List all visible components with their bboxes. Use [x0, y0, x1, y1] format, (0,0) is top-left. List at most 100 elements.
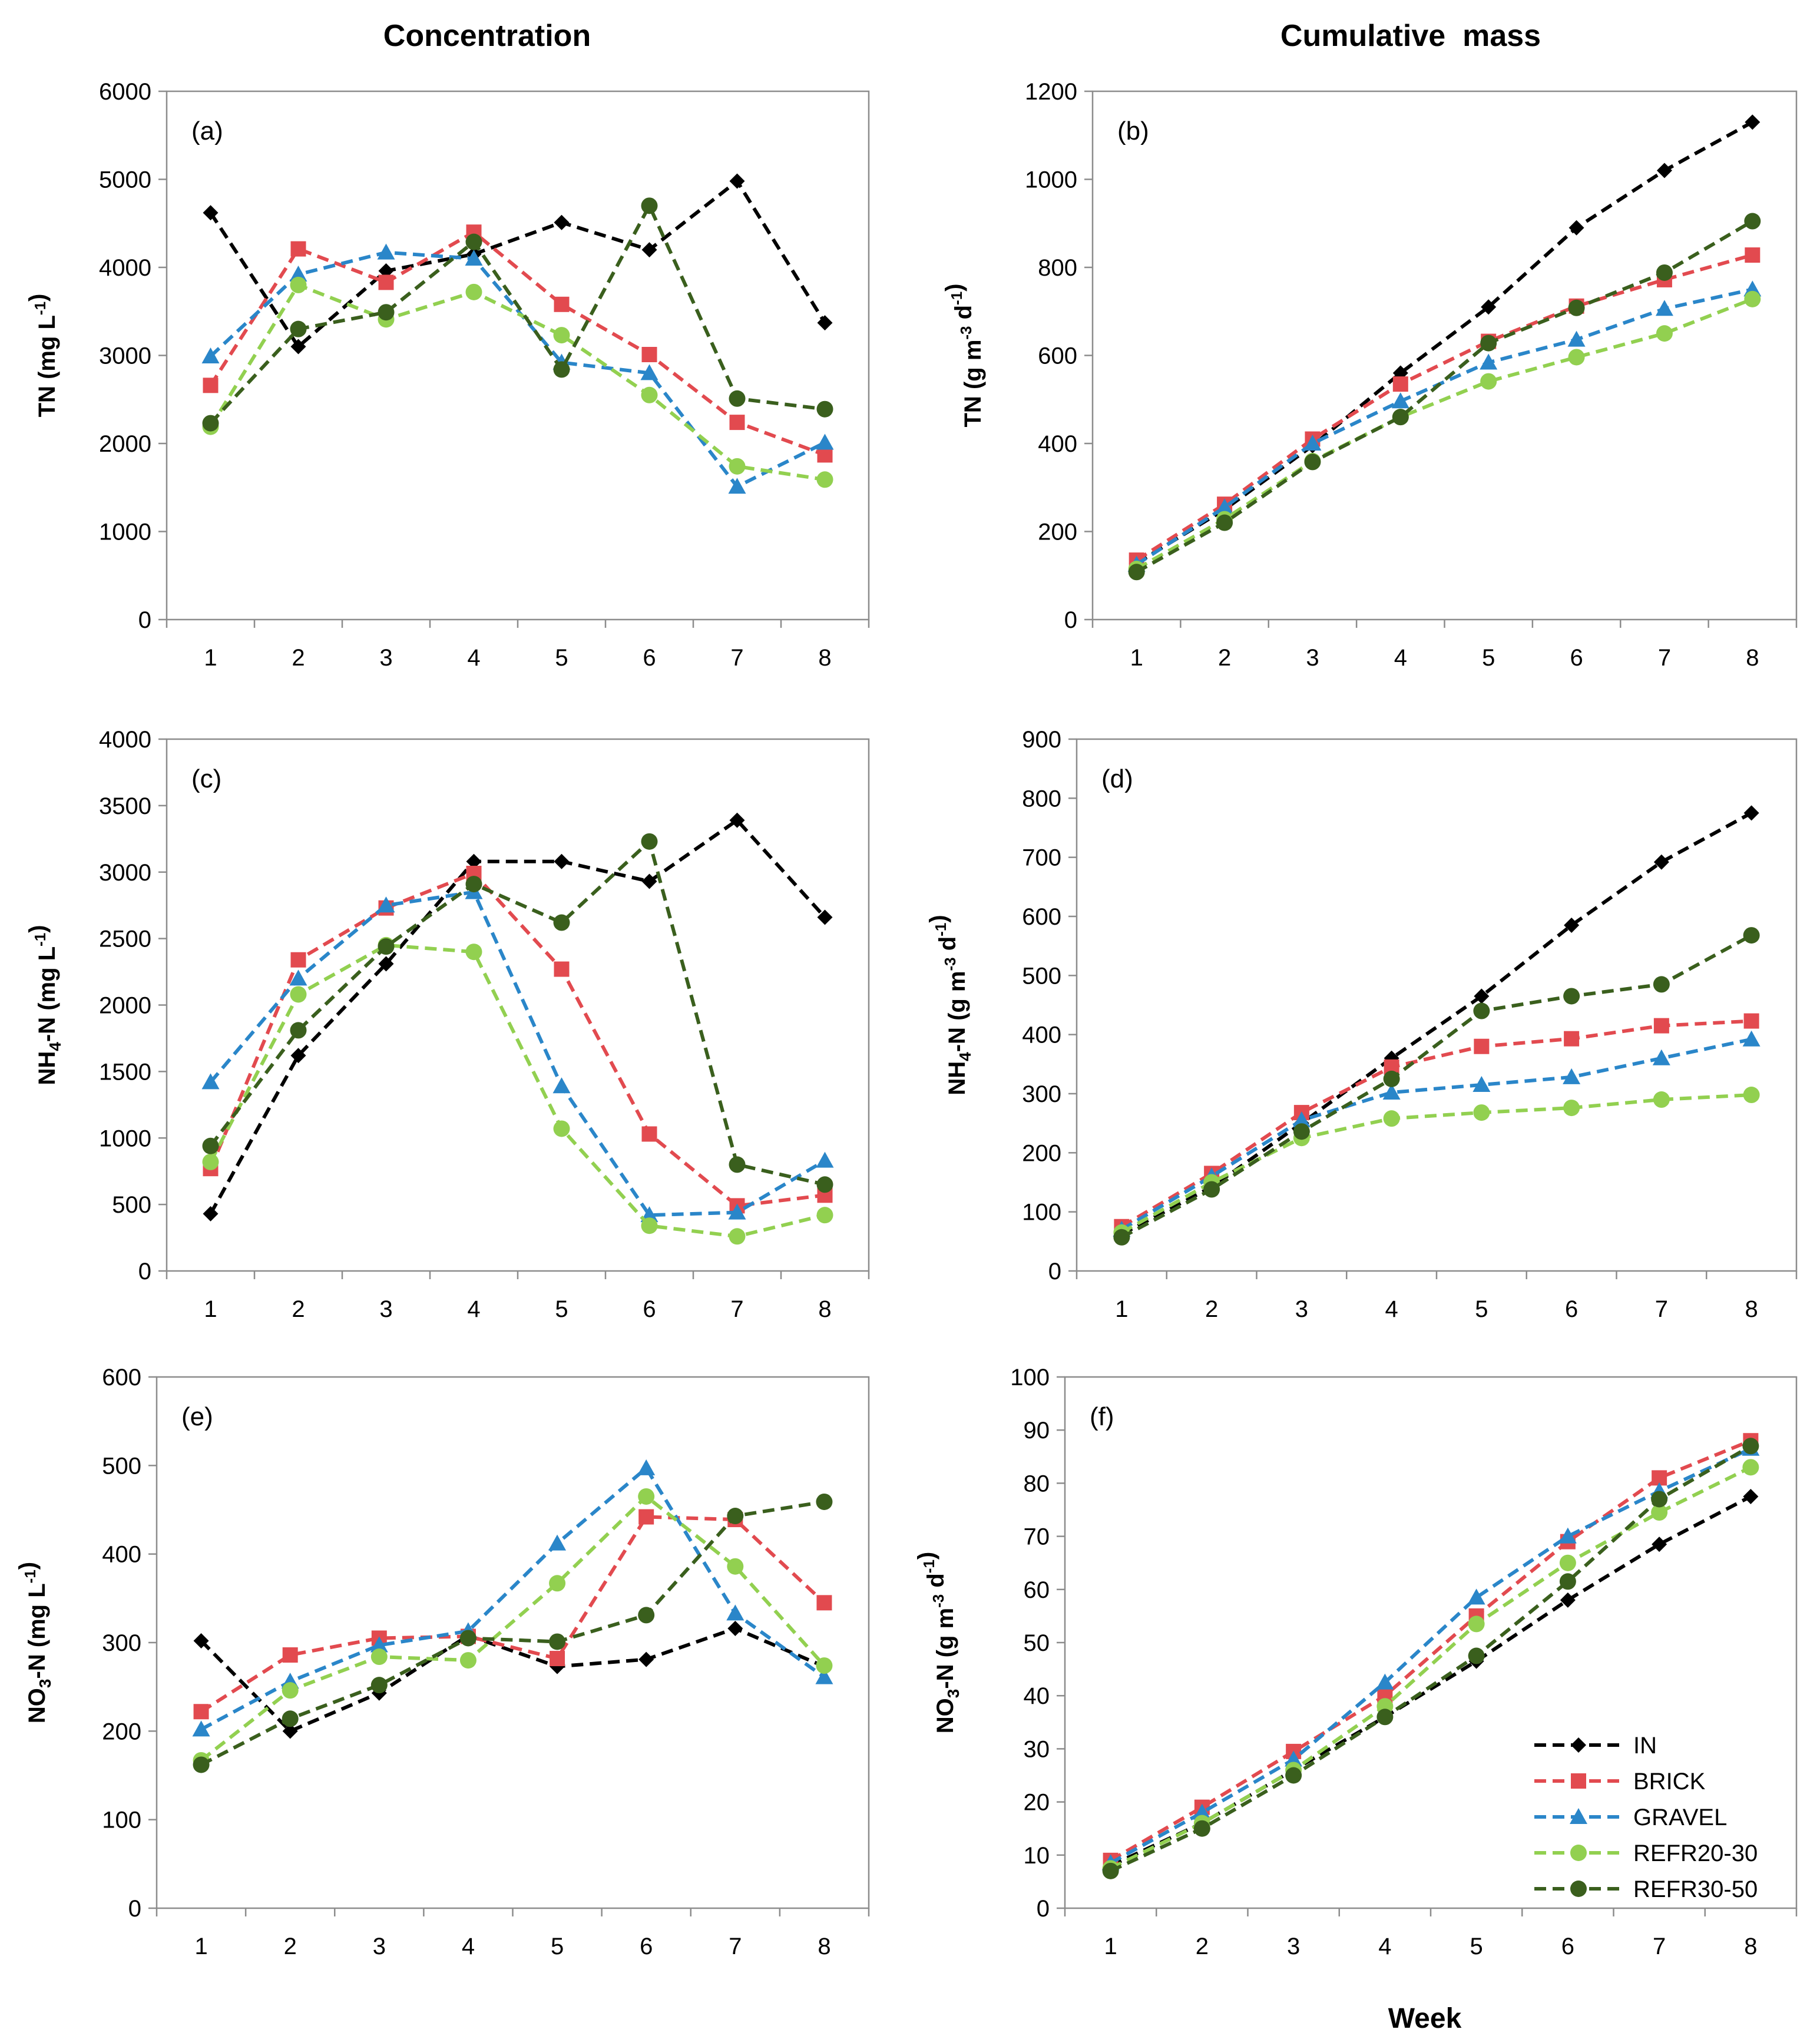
- panel-a-x-tick-label: 4: [467, 645, 480, 671]
- panel-a-y-tick-label: 6000: [99, 79, 151, 105]
- panel-f-point-in: [1743, 1488, 1759, 1504]
- panel-d-point-brick: [1564, 1031, 1580, 1047]
- panel-b-point-brick: [1392, 376, 1408, 392]
- panel-d-point-refr30-50: [1743, 927, 1760, 944]
- panel-b-line-refr30-50: [1136, 219, 1753, 574]
- legend-label-in: IN: [1633, 1733, 1657, 1759]
- panel-b-y-tick-label: 400: [1038, 431, 1077, 457]
- panel-a-x-tick-label: 6: [643, 645, 656, 671]
- panel-e-x-tick-label: 5: [551, 1934, 564, 1959]
- panel-e-point-refr30-50: [816, 1493, 833, 1510]
- panel-d-point-refr30-50: [1473, 1002, 1490, 1019]
- panel-a-point-in: [729, 173, 745, 189]
- panel-a-y-tick-label: 5000: [99, 167, 151, 193]
- panel-c-point-in: [641, 873, 657, 889]
- panel-e-point-brick: [638, 1509, 654, 1525]
- panel-d-x-tick-label: 5: [1475, 1296, 1488, 1322]
- panel-b-y-tick-label: 800: [1038, 255, 1077, 281]
- panel-b-point-refr30-50: [1744, 213, 1761, 230]
- panel-a-point-refr30-50: [290, 320, 307, 337]
- panel-a-x-tick-label: 1: [204, 645, 217, 671]
- panel-b-point-refr30-50: [1568, 299, 1585, 316]
- panel-c-line-brick: [209, 871, 825, 1208]
- legend-label-brick: BRICK: [1633, 1769, 1706, 1795]
- panel-c-y-tick-label: 2000: [99, 993, 151, 1019]
- panel-c-line-gravel: [209, 890, 826, 1217]
- panel-d-point-gravel: [1292, 1111, 1311, 1128]
- panel-b-y-tick-label: 0: [1064, 607, 1077, 633]
- panel-f-point-refr20-30: [1559, 1554, 1576, 1571]
- panel-e-point-refr30-50: [370, 1677, 388, 1694]
- panel-c-y-tick-label: 3500: [99, 793, 151, 819]
- panel-c-line-refr30-50: [209, 838, 826, 1187]
- panel-e-point-refr20-30: [459, 1652, 476, 1669]
- panel-d-point-in: [1743, 805, 1759, 821]
- panel-f-y-tick-label: 20: [1024, 1790, 1050, 1816]
- panel-e-point-refr20-30: [282, 1682, 299, 1699]
- panel-a-y-tick-label: 1000: [99, 519, 151, 545]
- panel-e-point-refr20-30: [638, 1488, 655, 1505]
- panel-c-y-tick-label: 3000: [99, 860, 151, 886]
- panel-a-point-in: [290, 339, 306, 355]
- panel-f-y-tick-label: 90: [1024, 1418, 1050, 1444]
- legend-label-refr20-30: REFR20-30: [1633, 1840, 1758, 1866]
- panel-d-point-refr20-30: [1743, 1087, 1760, 1104]
- panel-c-y-tick-label: 1500: [99, 1059, 151, 1085]
- panel-f-x-tick-label: 8: [1744, 1934, 1757, 1959]
- panel-d-y-tick-label: 500: [1022, 963, 1061, 989]
- panel-e-point-refr30-50: [727, 1508, 744, 1525]
- panel-f-point-in: [1652, 1537, 1667, 1552]
- legend-item-refr30-50: REFR30-50: [1534, 1876, 1758, 1902]
- panel-b-x-tick-label: 1: [1130, 645, 1143, 671]
- panel-d-point-gravel: [1563, 1068, 1581, 1084]
- panel-c-point-gravel: [552, 1077, 571, 1094]
- panel-c-point-in: [466, 853, 482, 869]
- panel-e-point-refr30-50: [282, 1710, 299, 1727]
- panel-b-point-refr30-50: [1128, 564, 1145, 581]
- x-axis-title: Week: [1388, 2003, 1462, 2034]
- panel-a-x-tick-label: 8: [818, 645, 831, 671]
- panel-c-point-gravel: [728, 1203, 746, 1220]
- panel-c-x-tick-label: 7: [730, 1296, 743, 1322]
- panel-a-label: (a): [191, 117, 223, 145]
- panel-a-y-axis-title: TN (mg L-1): [25, 294, 60, 418]
- panel-b-point-gravel: [1216, 498, 1234, 515]
- panel-e-point-in: [638, 1651, 654, 1667]
- panel-c-point-in: [554, 853, 570, 869]
- panel-b-point-refr30-50: [1656, 264, 1673, 281]
- panel-c-point-refr20-30: [816, 1207, 833, 1224]
- panel-b-point-gravel: [1480, 353, 1498, 370]
- legend-item-gravel: GRAVEL: [1534, 1805, 1727, 1830]
- panel-b-x-tick-label: 3: [1306, 645, 1319, 671]
- panel-c-point-refr30-50: [202, 1137, 219, 1154]
- panel-a-point-refr20-30: [729, 458, 746, 475]
- panel-e-x-tick-label: 3: [373, 1934, 386, 1959]
- panel-a-point-in: [641, 242, 657, 258]
- panel-f-x-tick-label: 7: [1653, 1934, 1666, 1959]
- panel-e-series-gravel: [192, 1459, 833, 1737]
- panel-a-y-tick-label: 3000: [99, 343, 151, 369]
- panel-a-point-refr30-50: [553, 361, 570, 378]
- panel-d-x-tick-label: 1: [1115, 1296, 1128, 1322]
- panel-d-point-in: [1474, 988, 1490, 1004]
- panel-f-label: (f): [1090, 1402, 1114, 1431]
- panel-b-x-tick-label: 2: [1218, 645, 1231, 671]
- panel-d-point-gravel: [1652, 1049, 1670, 1065]
- panel-a-point-refr30-50: [202, 415, 219, 432]
- panel-d-y-tick-label: 600: [1022, 904, 1061, 930]
- panel-a-point-brick: [378, 274, 394, 290]
- panel-b-point-gravel: [1567, 330, 1586, 347]
- panel-e-line-in: [200, 1626, 825, 1733]
- panel-e-line-gravel: [200, 1465, 826, 1731]
- panel-b-y-tick-label: 1000: [1025, 167, 1077, 193]
- panel-e-point-refr30-50: [549, 1633, 566, 1650]
- legend-label-gravel: GRAVEL: [1633, 1805, 1727, 1830]
- panel-e-x-tick-label: 6: [640, 1934, 653, 1959]
- panel-a-point-in: [817, 315, 833, 331]
- panel-f-point-refr30-50: [1376, 1709, 1394, 1726]
- panel-d-line-brick: [1120, 1019, 1752, 1229]
- panel-c-point-refr30-50: [378, 938, 395, 955]
- panel-f-y-tick-label: 50: [1024, 1630, 1050, 1656]
